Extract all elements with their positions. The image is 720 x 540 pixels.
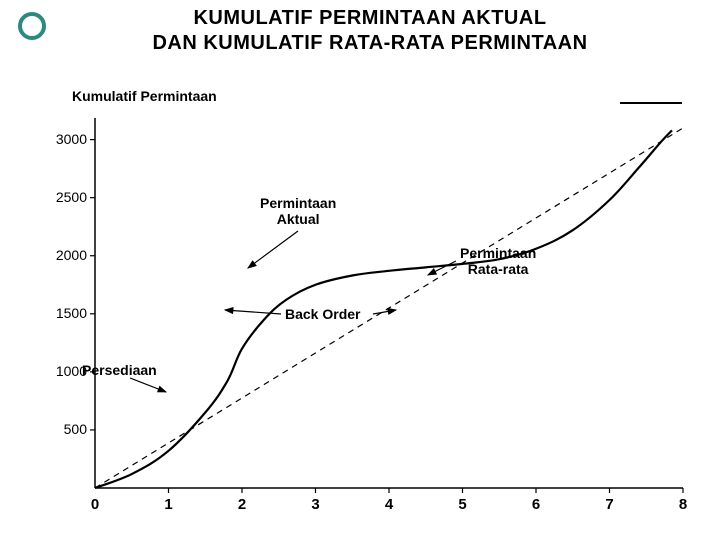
x-tick-label: 6	[526, 496, 546, 513]
arrow-aktual	[248, 231, 298, 268]
y-tick-label: 2500	[47, 189, 87, 205]
y-tick-label: 500	[47, 421, 87, 437]
y-tick-label: 3000	[47, 131, 87, 147]
arrow-rata	[428, 261, 456, 275]
chart-svg	[20, 70, 700, 530]
page-title: KUMULATIF PERMINTAAN AKTUAL DAN KUMULATI…	[100, 6, 640, 56]
x-tick-label: 7	[600, 496, 620, 513]
series-rata-rata	[95, 128, 683, 488]
chart-area: Kumulatif Permintaan 5001000150020002500…	[20, 70, 700, 530]
x-tick-label: 8	[673, 496, 693, 513]
x-tick-label: 0	[85, 496, 105, 513]
y-tick-label: 2000	[47, 247, 87, 263]
label-persediaan: Persediaan	[82, 362, 157, 378]
label-back-order: Back Order	[285, 306, 360, 322]
title-line-2: DAN KUMULATIF RATA-RATA PERMINTAAN	[152, 32, 587, 54]
x-tick-label: 1	[159, 496, 179, 513]
x-tick-label: 2	[232, 496, 252, 513]
legend-line-icon	[620, 102, 682, 104]
slide-bullet-icon	[18, 12, 46, 40]
label-permintaan-aktual: Permintaan Aktual	[260, 195, 336, 227]
y-tick-label: 1000	[47, 363, 87, 379]
x-tick-label: 3	[306, 496, 326, 513]
arrow-persediaan	[130, 378, 166, 392]
x-tick-label: 4	[379, 496, 399, 513]
label-permintaan-rata: Permintaan Rata-rata	[460, 245, 536, 277]
arrow-backorder-right	[373, 310, 396, 314]
page-root: KUMULATIF PERMINTAAN AKTUAL DAN KUMULATI…	[0, 0, 720, 540]
title-line-1: KUMULATIF PERMINTAAN AKTUAL	[193, 7, 546, 29]
x-tick-label: 5	[453, 496, 473, 513]
y-tick-label: 1500	[47, 305, 87, 321]
